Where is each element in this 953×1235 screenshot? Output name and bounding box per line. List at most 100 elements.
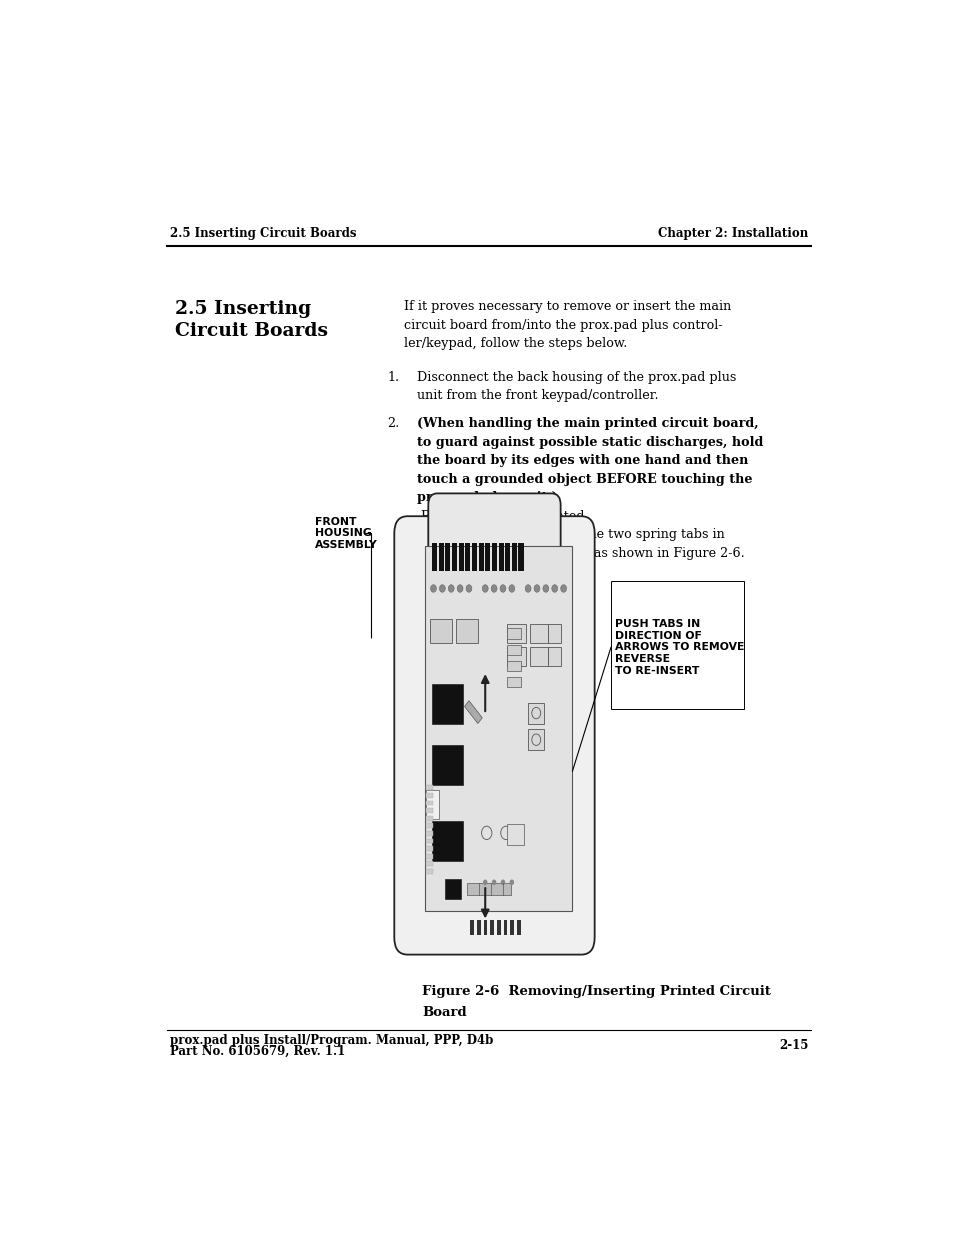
Circle shape	[551, 584, 558, 593]
Bar	[429, 619, 452, 642]
Bar	[456, 619, 477, 642]
Text: circuit board from/into the prox.pad plus control-: circuit board from/into the prox.pad plu…	[403, 319, 721, 332]
FancyBboxPatch shape	[424, 546, 571, 911]
Text: 1.: 1.	[387, 370, 399, 384]
Circle shape	[448, 584, 454, 593]
Circle shape	[456, 584, 462, 593]
Text: prox.pad plus unit.): prox.pad plus unit.)	[416, 492, 558, 504]
Bar	[518, 543, 523, 572]
Bar	[547, 647, 560, 667]
Circle shape	[482, 584, 488, 593]
Bar	[426, 824, 433, 829]
Bar	[426, 785, 433, 790]
Bar	[432, 821, 462, 862]
Bar	[507, 677, 520, 688]
Bar	[507, 624, 525, 642]
Circle shape	[465, 584, 472, 593]
Bar	[465, 543, 470, 572]
Bar	[458, 543, 463, 572]
Text: If it proves necessary to remove or insert the main: If it proves necessary to remove or inse…	[403, 300, 730, 314]
Circle shape	[499, 584, 505, 593]
Circle shape	[509, 879, 514, 885]
Bar	[472, 543, 476, 572]
Bar	[426, 790, 439, 819]
Circle shape	[542, 584, 548, 593]
Bar	[497, 920, 500, 935]
Bar	[507, 661, 520, 672]
Bar	[432, 684, 462, 724]
Text: 2.: 2.	[387, 417, 399, 430]
Circle shape	[430, 584, 436, 593]
Circle shape	[534, 584, 539, 593]
Text: prox.pad plus Install/Program. Manual, PPP, D4b: prox.pad plus Install/Program. Manual, P…	[170, 1034, 493, 1046]
Text: Chapter 2: Installation: Chapter 2: Installation	[658, 227, 807, 241]
Bar	[528, 729, 544, 750]
Polygon shape	[464, 700, 482, 724]
Text: 2.5 Inserting
Circuit Boards: 2.5 Inserting Circuit Boards	[174, 300, 328, 340]
Bar	[517, 920, 520, 935]
Bar	[426, 800, 433, 805]
Bar	[444, 878, 460, 899]
Text: unit from the front keypad/controller.: unit from the front keypad/controller.	[416, 389, 659, 403]
Text: 2-15: 2-15	[779, 1039, 807, 1052]
Text: ler/keypad, follow the steps below.: ler/keypad, follow the steps below.	[403, 337, 627, 351]
Circle shape	[508, 584, 515, 593]
Bar	[426, 862, 433, 866]
Text: Remove the main printed: Remove the main printed	[416, 510, 584, 522]
Bar	[490, 920, 494, 935]
Text: PUSH TABS IN
DIRECTION OF
ARROWS TO REMOVE
REVERSE
TO RE-INSERT: PUSH TABS IN DIRECTION OF ARROWS TO REMO…	[614, 619, 743, 676]
Bar	[470, 920, 474, 935]
Text: Be careful with the wires.: Be careful with the wires.	[416, 566, 583, 578]
Bar	[426, 869, 433, 874]
FancyBboxPatch shape	[394, 516, 594, 955]
Text: Part No. 6105679, Rev. 1.1: Part No. 6105679, Rev. 1.1	[170, 1045, 344, 1058]
Text: FRONT
HOUSING
ASSEMBLY: FRONT HOUSING ASSEMBLY	[314, 516, 377, 550]
Bar	[426, 853, 433, 858]
Bar	[476, 920, 480, 935]
Text: Disconnect the back housing of the prox.pad plus: Disconnect the back housing of the prox.…	[416, 370, 736, 384]
Bar	[528, 703, 544, 724]
Bar	[426, 839, 433, 844]
Circle shape	[491, 584, 497, 593]
Bar	[426, 846, 433, 851]
Text: touch a grounded object BEFORE touching the: touch a grounded object BEFORE touching …	[416, 473, 752, 485]
Bar	[492, 543, 497, 572]
Bar	[503, 920, 507, 935]
Circle shape	[560, 584, 566, 593]
Bar	[505, 543, 510, 572]
Bar	[498, 543, 503, 572]
Bar	[432, 543, 436, 572]
Bar	[547, 624, 560, 642]
Bar	[512, 543, 517, 572]
Bar	[426, 831, 433, 836]
Bar	[426, 816, 433, 820]
Text: 2.5 Inserting Circuit Boards: 2.5 Inserting Circuit Boards	[170, 227, 355, 241]
Circle shape	[524, 584, 531, 593]
Circle shape	[500, 879, 505, 885]
Bar	[507, 645, 520, 655]
Bar	[426, 808, 433, 813]
Bar	[483, 920, 487, 935]
Bar	[426, 793, 433, 798]
Text: Figure 2-6  Removing/Inserting Printed Circuit: Figure 2-6 Removing/Inserting Printed Ci…	[422, 986, 770, 998]
Bar	[438, 543, 443, 572]
Bar	[485, 543, 490, 572]
Bar	[529, 647, 547, 667]
Bar	[510, 920, 514, 935]
Bar	[507, 647, 525, 667]
Bar	[466, 883, 511, 894]
Bar	[452, 543, 456, 572]
Circle shape	[482, 879, 487, 885]
Bar	[507, 629, 520, 638]
Bar	[529, 624, 547, 642]
Bar	[478, 543, 483, 572]
Text: to guard against possible static discharges, hold: to guard against possible static dischar…	[416, 436, 762, 448]
Bar	[445, 543, 450, 572]
Text: the direction of the arrows as shown in Figure 2-6.: the direction of the arrows as shown in …	[416, 547, 744, 559]
Text: Board: Board	[422, 1007, 467, 1019]
Circle shape	[439, 584, 445, 593]
Bar	[610, 580, 743, 709]
Text: the board by its edges with one hand and then: the board by its edges with one hand and…	[416, 454, 748, 467]
Text: (When handling the main printed circuit board,: (When handling the main printed circuit …	[416, 417, 758, 430]
FancyBboxPatch shape	[428, 494, 560, 559]
